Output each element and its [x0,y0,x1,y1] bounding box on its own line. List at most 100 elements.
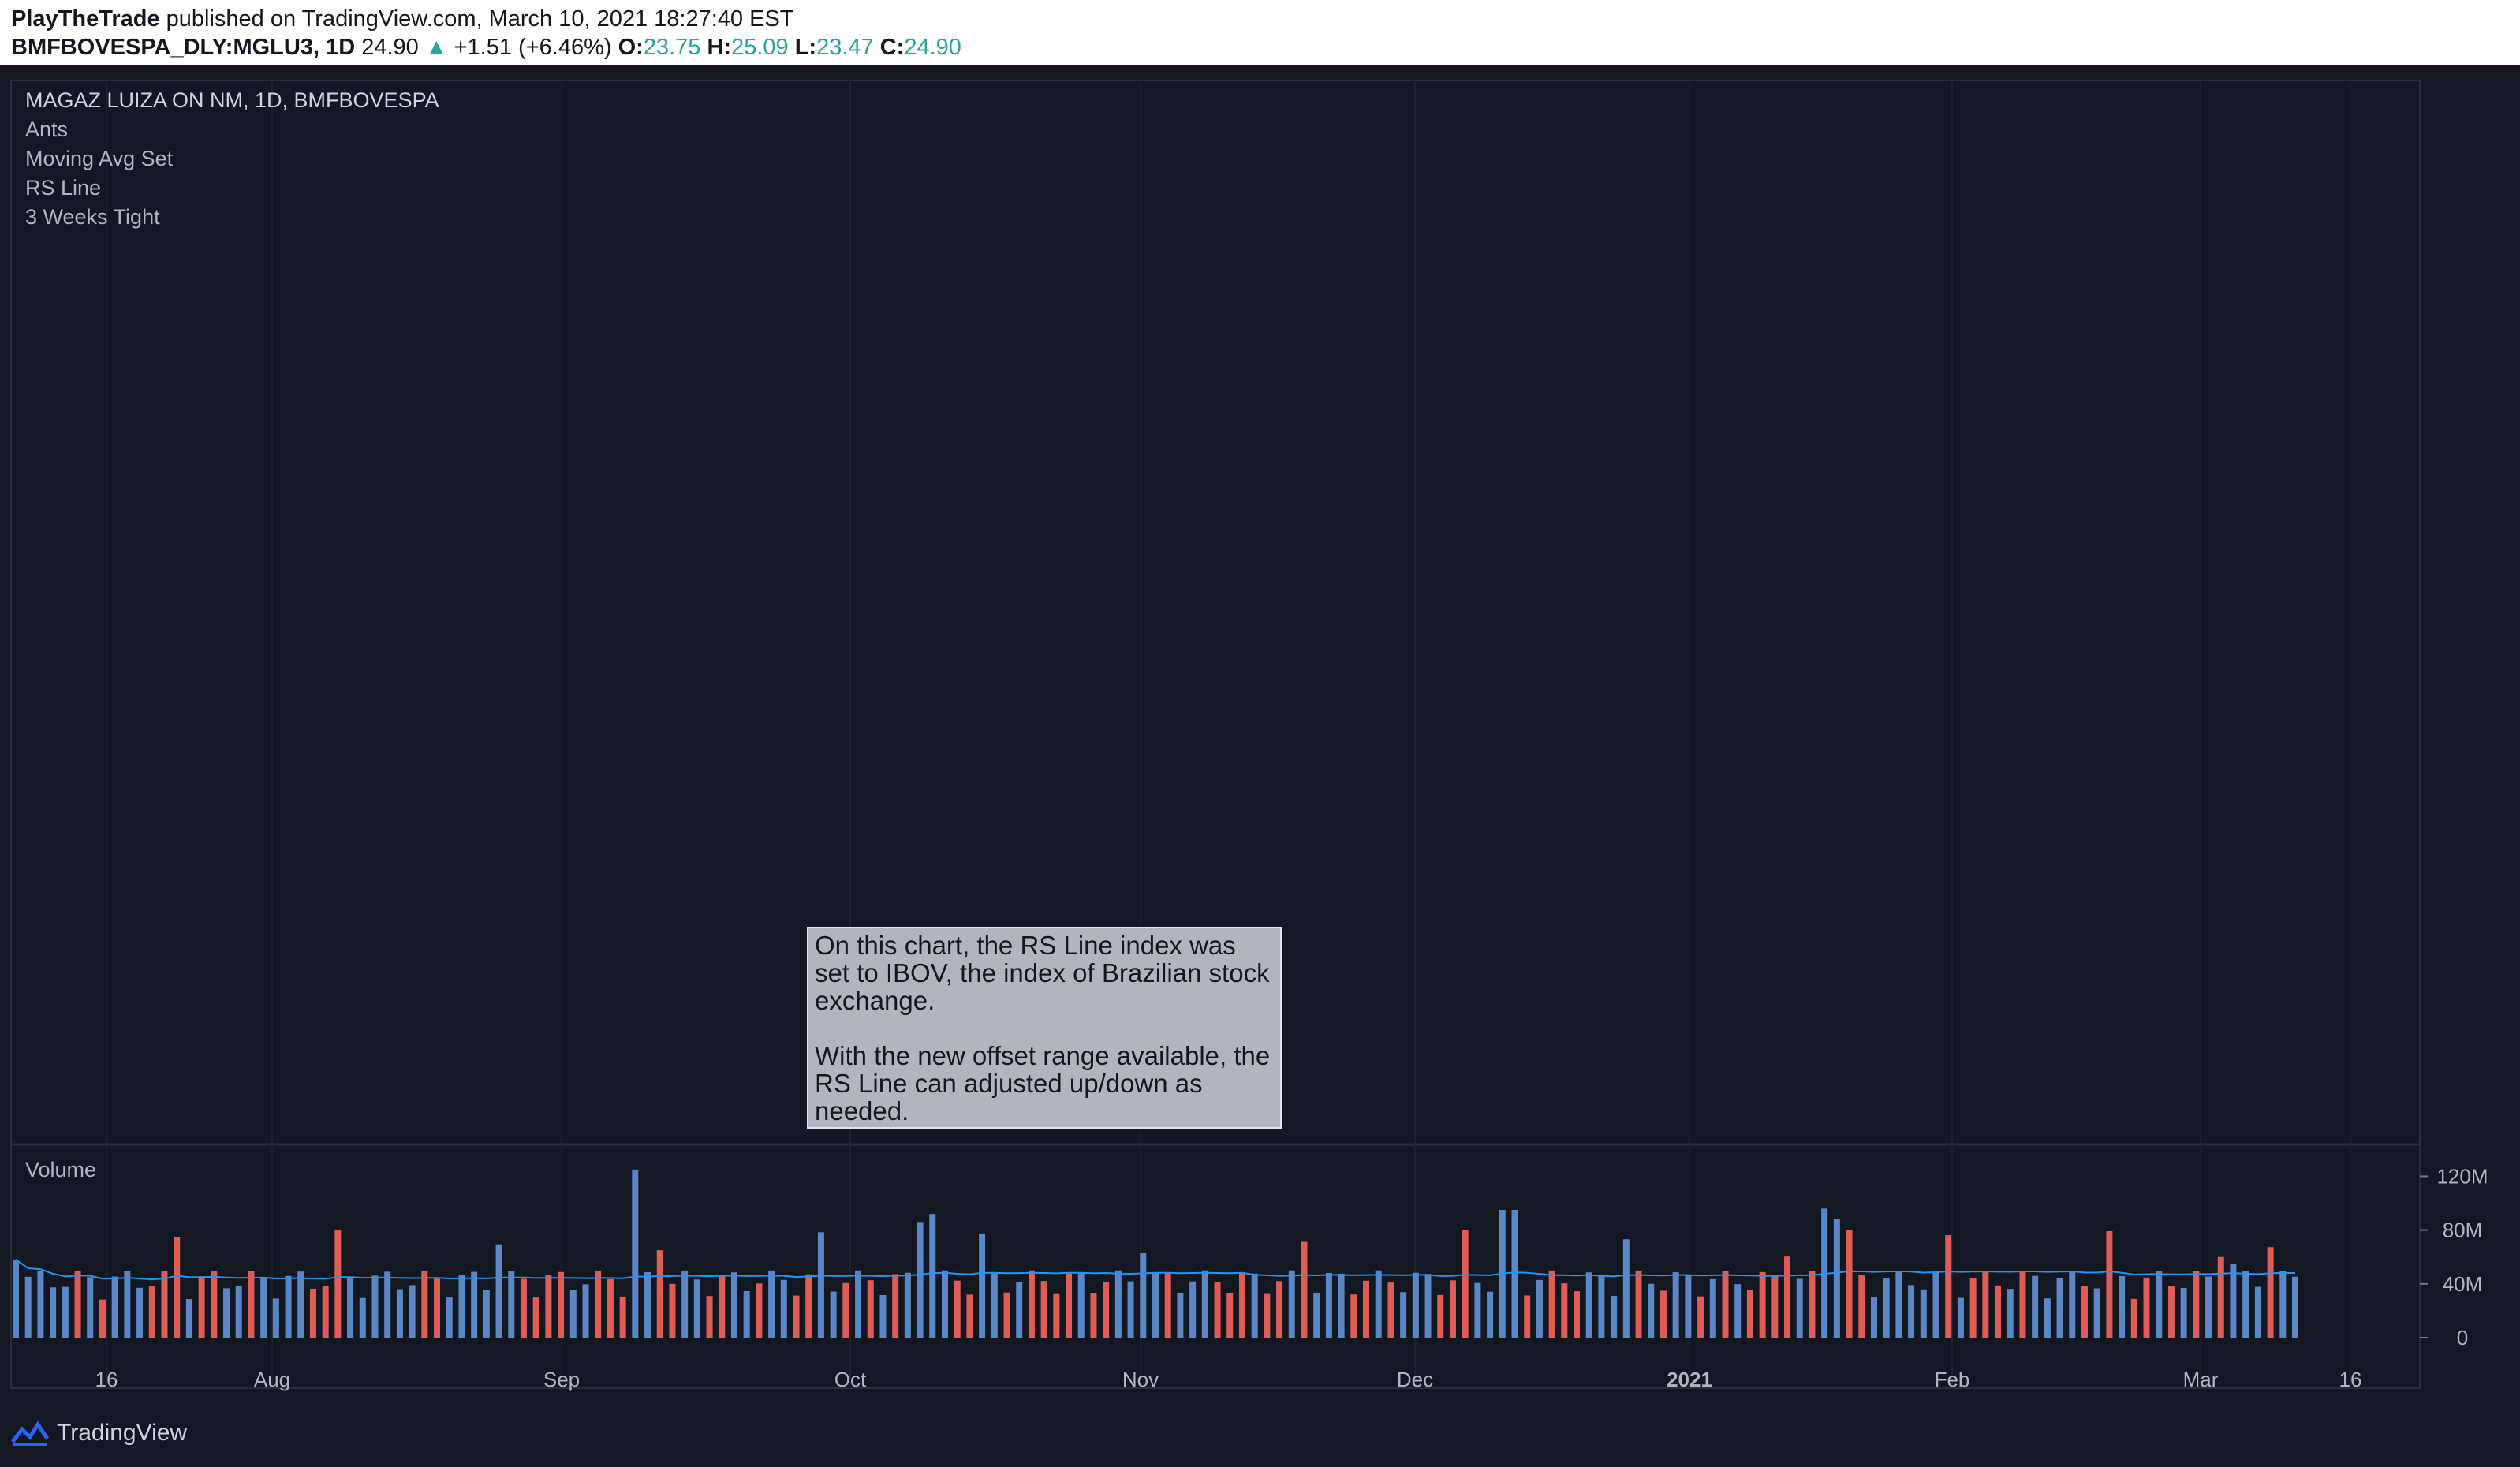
volume-bar-133 [1659,1290,1667,1338]
close-label: C: [879,35,905,60]
volume-bar-168 [2093,1288,2100,1338]
volume-bar-0 [13,1260,19,1338]
volume-bar-165 [2056,1278,2063,1338]
volume-bar-65 [817,1232,824,1338]
volume-bar-16 [211,1271,218,1338]
volume-bar-105 [1313,1292,1320,1338]
volume-bar-142 [1771,1275,1779,1338]
volume-bar-167 [2081,1286,2088,1338]
volume-bar-18 [235,1286,242,1338]
volume-bar-5 [74,1271,81,1338]
volume-bar-58 [730,1272,737,1338]
volume-bar-176 [2193,1271,2200,1338]
volume-bar-41 [520,1278,527,1338]
volume-bar-8 [111,1276,118,1338]
volume-bar-99 [1238,1273,1245,1338]
legend-item-3-weeks-tight[interactable]: 3 Weeks Tight [25,205,160,229]
volume-bar-169 [2106,1230,2113,1338]
volume-bar-140 [1746,1290,1753,1338]
volume-bar-127 [1585,1272,1592,1338]
author-name[interactable]: PlayTheTrade [11,6,160,32]
volume-bar-37 [471,1271,478,1338]
volume-bar-17 [223,1288,230,1338]
volume-bar-138 [1722,1270,1729,1338]
volume-bar-82 [1028,1270,1035,1338]
volume-bar-23 [297,1271,304,1338]
volume-bar-132 [1648,1283,1655,1338]
price-change: +1.51 (+6.46%) [454,35,612,60]
volume-bar-183 [2279,1271,2287,1338]
chart-canvas[interactable]: 30.0028.0026.0024.0023.0022.0021.0020.00… [0,65,2520,1402]
volume-bar-158 [1969,1278,1977,1338]
x-tick-label-2: Sep [543,1368,580,1391]
volume-bar-95 [1189,1281,1197,1338]
volume-bar-56 [706,1296,713,1338]
volume-bar-151 [1883,1278,1890,1338]
volume-bar-103 [1288,1270,1295,1338]
volume-bar-141 [1759,1271,1766,1338]
volume-bar-12 [161,1271,168,1338]
volume-bar-70 [879,1294,887,1338]
high-label: H: [707,35,732,60]
volume-bar-170 [2119,1276,2126,1338]
volume-bar-131 [1635,1270,1642,1338]
volume-bar-150 [1870,1297,1877,1338]
volume-bar-175 [2180,1287,2187,1338]
volume-bar-33 [421,1271,428,1338]
legend-title[interactable]: MAGAZ LUIZA ON NM, 1D, BMFBOVESPA [25,88,439,112]
volume-bar-122 [1524,1295,1531,1338]
header: PlayTheTrade published on TradingView.co… [0,0,2520,65]
legend-item-rs-line[interactable]: RS Line [25,176,102,200]
volume-bar-63 [793,1295,800,1338]
chart-area[interactable]: 30.0028.0026.0024.0023.0022.0021.0020.00… [0,65,2520,1402]
legend-item-ants[interactable]: Ants [25,118,69,141]
volume-bar-117 [1462,1230,1469,1338]
volume-bar-68 [855,1270,862,1338]
volume-bar-61 [768,1270,775,1338]
volume-bar-30 [384,1271,391,1338]
volume-bar-85 [1066,1273,1073,1338]
volume-bar-112 [1400,1292,1407,1338]
volume-bar-4 [62,1286,69,1338]
volume-bar-144 [1796,1278,1803,1338]
volume-bar-184 [2292,1276,2298,1338]
volume-bar-64 [805,1274,812,1338]
volume-bar-75 [941,1270,948,1338]
volume-bar-107 [1338,1274,1345,1338]
volume-bar-96 [1201,1270,1208,1338]
volume-bar-104 [1301,1241,1308,1338]
volume-bar-101 [1264,1293,1271,1338]
volume-bar-163 [2032,1275,2039,1338]
high-value: 25.09 [731,35,789,60]
volume-bar-32 [409,1285,416,1338]
volume-bar-28 [359,1297,366,1338]
annotation-note[interactable]: On this chart, the RS Line index was set… [807,927,1282,1129]
volume-bar-55 [693,1279,700,1338]
volume-bar-114 [1424,1274,1432,1338]
volume-bar-49 [619,1296,626,1338]
x-tick-label-3: Oct [834,1368,867,1391]
volume-bar-34 [434,1278,441,1338]
volume-legend[interactable]: Volume [25,1158,97,1181]
volume-bar-40 [508,1271,515,1338]
volume-tick-label-3: 0 [2457,1326,2468,1349]
volume-bar-36 [458,1275,465,1338]
volume-bar-14 [185,1298,192,1338]
volume-bar-123 [1536,1279,1543,1338]
volume-bar-166 [2069,1271,2076,1338]
volume-bar-152 [1895,1271,1902,1338]
open-value: 23.75 [643,35,701,60]
volume-bar-31 [396,1289,403,1338]
legend-item-moving-avg[interactable]: Moving Avg Set [25,147,174,170]
volume-bar-19 [248,1271,255,1338]
volume-bar-54 [681,1270,689,1338]
volume-bar-46 [582,1284,589,1338]
brand-name[interactable]: TradingView [57,1420,188,1446]
plot-frame [10,80,2421,1389]
volume-bar-39 [495,1244,502,1338]
volume-bar-178 [2217,1256,2224,1338]
volume-bar-111 [1387,1282,1394,1338]
volume-bar-53 [669,1283,676,1338]
volume-bar-154 [1920,1289,1927,1338]
volume-bar-22 [285,1275,292,1338]
